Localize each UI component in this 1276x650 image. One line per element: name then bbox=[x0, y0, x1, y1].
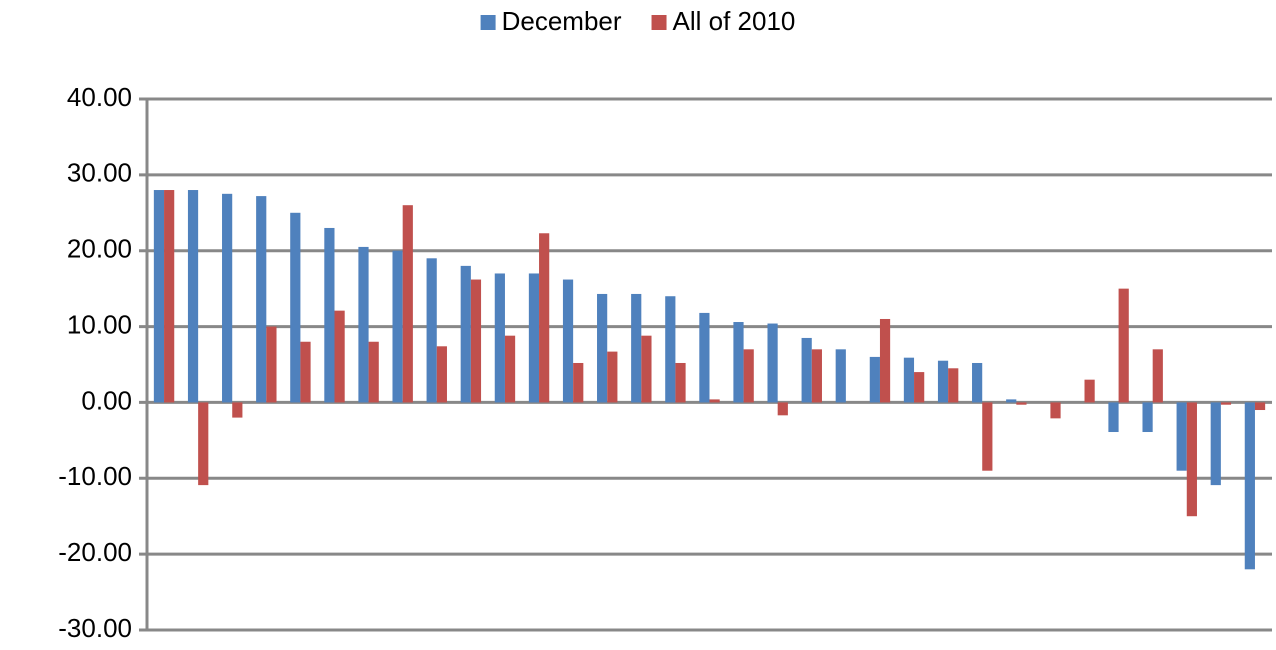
bar bbox=[232, 402, 243, 418]
y-tick-label: 0.00 bbox=[81, 385, 132, 415]
bar bbox=[869, 356, 880, 403]
bar bbox=[1186, 402, 1197, 517]
bar bbox=[743, 349, 754, 403]
legend-label: All of 2010 bbox=[673, 6, 796, 36]
bar bbox=[1142, 402, 1153, 433]
bar bbox=[801, 337, 812, 403]
bar bbox=[1108, 402, 1119, 433]
bar bbox=[767, 323, 778, 403]
legend-swatch bbox=[651, 15, 667, 30]
bar bbox=[528, 273, 540, 403]
bar bbox=[675, 362, 686, 403]
bar bbox=[641, 335, 652, 403]
y-tick-label: -10.00 bbox=[58, 461, 132, 491]
bar bbox=[470, 279, 482, 403]
legend-label: December bbox=[502, 6, 622, 36]
bar bbox=[266, 326, 277, 403]
bar bbox=[504, 335, 516, 403]
bar bbox=[1016, 402, 1027, 405]
bar bbox=[402, 205, 413, 403]
bar bbox=[1084, 379, 1095, 403]
y-tick-label: 10.00 bbox=[67, 309, 132, 339]
bar bbox=[777, 402, 788, 416]
bar bbox=[222, 193, 233, 403]
bar bbox=[607, 351, 618, 403]
bar bbox=[368, 341, 379, 403]
bar bbox=[187, 190, 199, 403]
bar bbox=[198, 402, 209, 486]
bar bbox=[358, 246, 369, 403]
bar bbox=[597, 293, 608, 403]
bar bbox=[1220, 402, 1232, 405]
bar bbox=[1006, 399, 1017, 403]
bar bbox=[290, 212, 301, 403]
bar bbox=[256, 196, 267, 403]
bar bbox=[811, 349, 822, 403]
bar bbox=[879, 318, 891, 403]
bar bbox=[1050, 402, 1061, 419]
bar bbox=[903, 357, 915, 403]
bar bbox=[1152, 349, 1163, 403]
y-tick-label: 30.00 bbox=[67, 158, 132, 188]
bar bbox=[334, 310, 345, 403]
bar bbox=[733, 322, 744, 403]
y-tick-label: -20.00 bbox=[58, 537, 132, 567]
y-tick-label: -30.00 bbox=[58, 613, 132, 643]
bar bbox=[709, 399, 720, 403]
legend-swatch bbox=[480, 15, 496, 30]
bar bbox=[1244, 402, 1255, 570]
bar bbox=[300, 341, 311, 403]
bar bbox=[494, 273, 505, 403]
bar bbox=[914, 372, 925, 403]
bar bbox=[573, 362, 584, 403]
y-tick-label: 20.00 bbox=[67, 234, 132, 264]
bar bbox=[460, 265, 471, 403]
bar bbox=[539, 233, 550, 403]
bar bbox=[1210, 402, 1221, 486]
bar bbox=[153, 190, 165, 403]
bar bbox=[948, 368, 959, 403]
bar bbox=[982, 402, 993, 471]
bar bbox=[1176, 402, 1187, 471]
bar bbox=[937, 360, 949, 403]
bar bbox=[835, 349, 846, 403]
bar bbox=[631, 293, 642, 403]
bar bbox=[1254, 402, 1266, 411]
bar bbox=[392, 250, 403, 403]
y-tick-label: 40.00 bbox=[67, 82, 132, 112]
bar bbox=[436, 346, 447, 403]
bar bbox=[699, 312, 710, 403]
bar bbox=[164, 190, 175, 403]
bar bbox=[426, 258, 437, 403]
bar bbox=[324, 227, 335, 403]
bar bbox=[665, 296, 676, 403]
bar bbox=[562, 279, 574, 403]
bar bbox=[972, 362, 983, 403]
bar bbox=[1118, 288, 1129, 403]
